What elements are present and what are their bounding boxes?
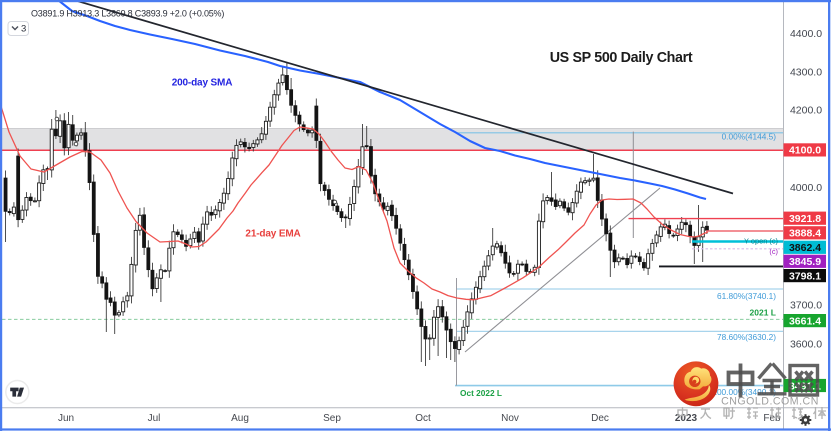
svg-text:Aug: Aug	[231, 413, 249, 424]
svg-text:3798.1: 3798.1	[789, 270, 821, 282]
svg-text:4200.0: 4200.0	[790, 105, 822, 117]
svg-text:21-day EMA: 21-day EMA	[245, 229, 300, 240]
svg-text:Sep: Sep	[323, 413, 341, 424]
svg-text:2021 L: 2021 L	[750, 308, 776, 318]
svg-text:4100.0: 4100.0	[789, 145, 821, 157]
svg-text:O3891.9 H3913.3 L3869.8 C3893.: O3891.9 H3913.3 L3869.8 C3893.9 +2.0 (+0…	[31, 8, 224, 18]
svg-text:4000.0: 4000.0	[790, 182, 822, 194]
svg-text:3661.4: 3661.4	[789, 315, 821, 327]
svg-text:Jul: Jul	[148, 413, 161, 424]
svg-text:3888.4: 3888.4	[789, 228, 821, 240]
svg-text:78.60%(3630.2): 78.60%(3630.2)	[717, 332, 776, 342]
svg-text:Dec: Dec	[591, 413, 609, 424]
svg-text:0.00%(4144.5): 0.00%(4144.5)	[722, 132, 777, 142]
svg-text:3700.0: 3700.0	[790, 299, 822, 311]
svg-text:Nov: Nov	[501, 413, 519, 424]
svg-text:3921.8: 3921.8	[789, 213, 821, 225]
svg-text:Oct 2022 L: Oct 2022 L	[460, 388, 502, 398]
svg-text:US SP 500 Daily Chart: US SP 500 Daily Chart	[550, 50, 693, 66]
svg-text:CNGOLD.COM.CN: CNGOLD.COM.CN	[721, 395, 819, 407]
svg-text:200-day SMA: 200-day SMA	[172, 78, 233, 89]
svg-text:Jun: Jun	[58, 413, 74, 424]
svg-text:2023: 2023	[675, 413, 698, 424]
svg-text:Y open (c): Y open (c)	[744, 237, 778, 246]
svg-text:4300.0: 4300.0	[790, 67, 822, 79]
svg-text:3845.9: 3845.9	[789, 256, 821, 268]
svg-text:Oct: Oct	[415, 413, 431, 424]
svg-text:4400.0: 4400.0	[790, 28, 822, 40]
svg-text:3862.4: 3862.4	[789, 242, 821, 254]
svg-text:(c): (c)	[769, 247, 778, 256]
svg-text:100.00%(3490.1): 100.00%(3490.1)	[712, 387, 776, 397]
svg-text:3600.0: 3600.0	[790, 339, 822, 351]
svg-text:61.80%(3740.1): 61.80%(3740.1)	[717, 291, 776, 301]
svg-text:3: 3	[21, 24, 26, 35]
